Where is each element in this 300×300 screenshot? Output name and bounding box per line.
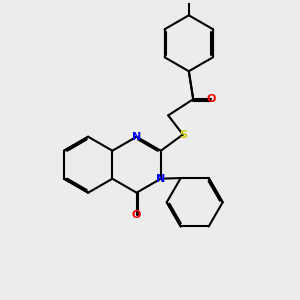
Text: N: N (156, 174, 166, 184)
Text: O: O (206, 94, 216, 104)
Text: S: S (179, 130, 187, 140)
Text: O: O (132, 210, 141, 220)
Text: N: N (132, 132, 141, 142)
